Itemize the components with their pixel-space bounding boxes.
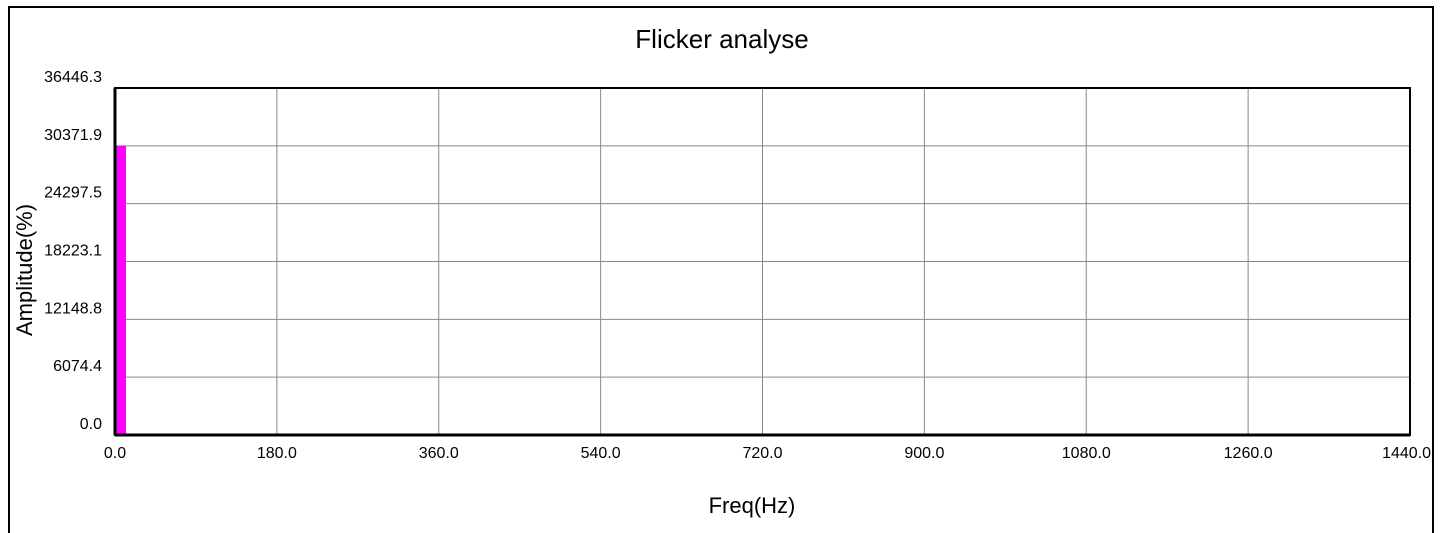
x-tick-label: 540.0 [581,445,621,462]
y-tick-label: 12148.8 [44,300,102,317]
y-tick-label: 30371.9 [44,127,102,144]
x-tick-label: 180.0 [257,445,297,462]
x-tick-label: 1080.0 [1062,445,1111,462]
grid [115,88,1410,435]
y-tick-label: 24297.5 [44,185,102,202]
x-tick-label: 900.0 [904,445,944,462]
x-tick-label: 720.0 [742,445,782,462]
y-tick-label: 6074.4 [53,358,102,375]
chart-title: Flicker analyse [635,24,808,54]
flicker-chart: Flicker analyse 0.0 6074.4 12148.8 18223.1 2… [12,24,1431,518]
y-tick-label: 0.0 [80,416,102,433]
y-axis-label: Amplitude(%) [12,204,37,336]
bar [115,145,126,435]
x-tick-label: 1440.0 [1382,445,1431,462]
y-tick-label: 18223.1 [44,243,102,260]
chart-frame: Flicker analyse 0.0 6074.4 12148.8 18223.1 2… [8,6,1434,533]
x-tick-label: 1260.0 [1224,445,1273,462]
x-tick-labels: 0.0 180.0 360.0 540.0 720.0 900.0 1080.0 1260.0… [104,445,1431,462]
x-axis-label: Freq(Hz) [709,493,796,518]
x-tick-label: 360.0 [419,445,459,462]
x-tick-label: 0.0 [104,445,126,462]
y-tick-labels: 0.0 6074.4 12148.8 18223.1 24297.5 30371.9 364… [44,69,102,433]
y-tick-label: 36446.3 [44,69,102,86]
